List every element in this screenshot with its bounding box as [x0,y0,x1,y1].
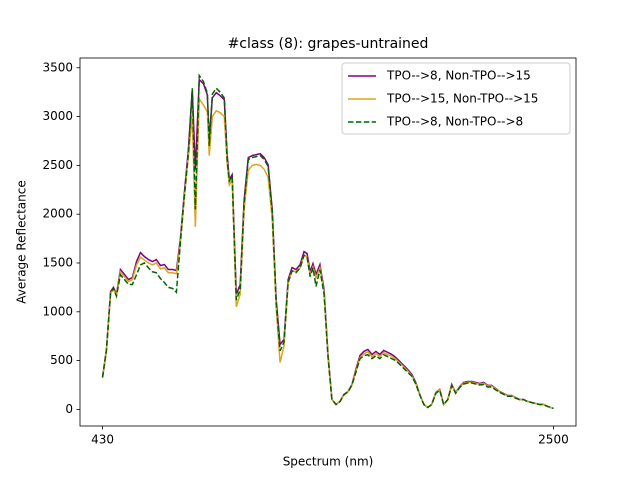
y-tick-label: 3000 [42,109,73,123]
plot-frame [79,57,577,427]
y-tick-label: 3500 [42,60,73,74]
legend-label: TPO-->8, Non-TPO-->8 [386,115,523,129]
series-line [101,96,554,410]
y-tick-label: 0 [65,402,73,416]
y-tick-label: 2000 [42,207,73,221]
x-tick-label: 430 [91,433,114,447]
series-line [101,73,554,410]
y-tick-label: 2500 [42,158,73,172]
legend-box [341,62,571,135]
legend-label: TPO-->15, Non-TPO-->15 [386,92,538,106]
chart-title: #class (8): grapes-untrained [228,36,429,52]
x-axis-label: Spectrum (nm) [283,455,374,469]
y-tick-label: 1500 [42,255,73,269]
y-tick-label: 500 [50,353,73,367]
y-tick-label: 1000 [42,304,73,318]
y-axis-label: Average Reflectance [15,180,29,303]
x-tick-label: 2500 [538,433,569,447]
legend-label: TPO-->8, Non-TPO-->15 [386,69,531,83]
